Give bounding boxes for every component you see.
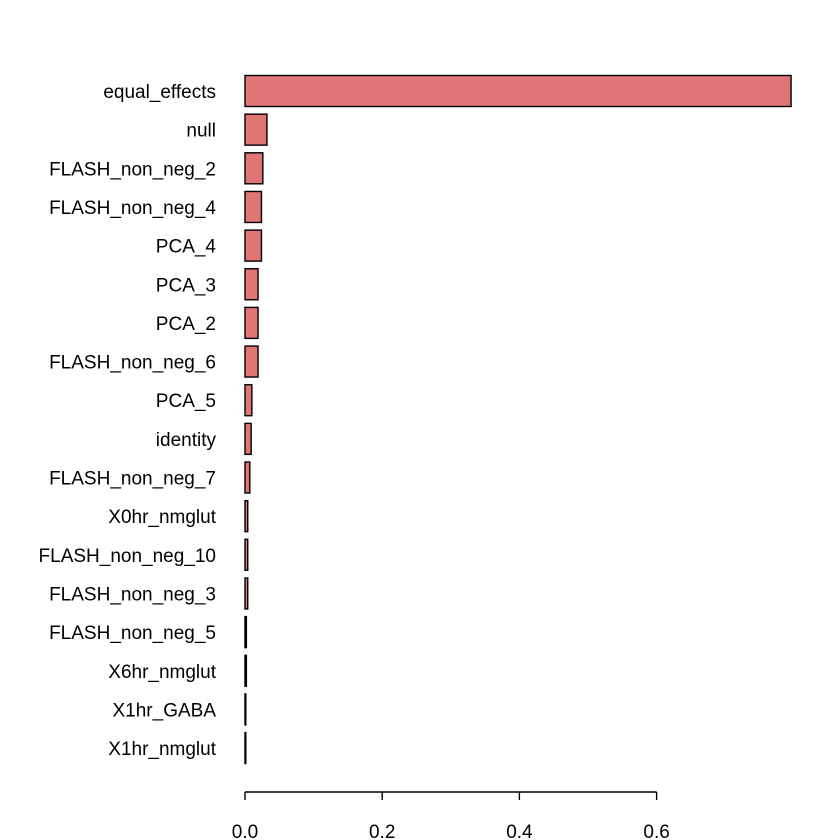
bar-flash-non-neg-7 [244,461,251,494]
category-label-equal-effects: equal_effects [103,82,216,103]
category-label-pca-4: PCA_4 [156,237,217,258]
x-tick-label: 0.6 [643,822,669,840]
bar-null [244,113,268,146]
bar-pca-2 [244,306,259,340]
category-label-flash-non-neg-4: FLASH_non_neg_4 [49,198,216,219]
bar-flash-non-neg-10 [244,538,249,571]
category-label-x0hr-nmglut: X0hr_nmglut [108,507,216,528]
bar-equal-effects [244,74,792,108]
bar-flash-non-neg-2 [244,152,264,185]
bar-pca-4 [244,229,263,262]
category-label-flash-non-neg-7: FLASH_non_neg_7 [49,469,216,490]
bars-group [244,74,792,765]
category-label-flash-non-neg-2: FLASH_non_neg_2 [49,159,216,180]
category-label-flash-non-neg-3: FLASH_non_neg_3 [49,584,216,605]
category-label-x1hr-nmglut: X1hr_nmglut [108,739,216,760]
category-label-x6hr-nmglut: X6hr_nmglut [108,662,216,683]
category-label-pca-2: PCA_2 [156,314,216,335]
bar-x1hr-gaba [244,693,247,726]
x-axis: 0.0 0.2 0.4 0.6 [232,791,670,840]
bar-x0hr-nmglut [244,499,249,533]
category-label-flash-non-neg-5: FLASH_non_neg_5 [49,623,216,644]
bar-flash-non-neg-5 [244,615,248,649]
category-label-pca-3: PCA_3 [156,275,216,296]
bar-x1hr-nmglut [244,731,247,765]
category-label-null: null [186,121,216,142]
bar-pca-5 [244,384,253,417]
category-label-pca-5: PCA_5 [156,391,216,412]
x-tick-label: 0.2 [369,822,395,840]
x-tick-label: 0.0 [232,822,258,840]
bar-flash-non-neg-6 [244,345,259,378]
category-label-flash-non-neg-10: FLASH_non_neg_10 [39,546,216,567]
bar-flash-non-neg-4 [244,190,263,224]
bar-flash-non-neg-3 [244,577,249,610]
category-label-x1hr-gaba: X1hr_GABA [113,700,217,721]
x-tick-label: 0.4 [506,822,533,840]
category-label-flash-non-neg-6: FLASH_non_neg_6 [49,353,216,374]
bar-pca-3 [244,268,259,301]
bar-identity [244,422,252,456]
bar-x6hr-nmglut [244,654,248,687]
category-label-identity: identity [156,430,217,451]
